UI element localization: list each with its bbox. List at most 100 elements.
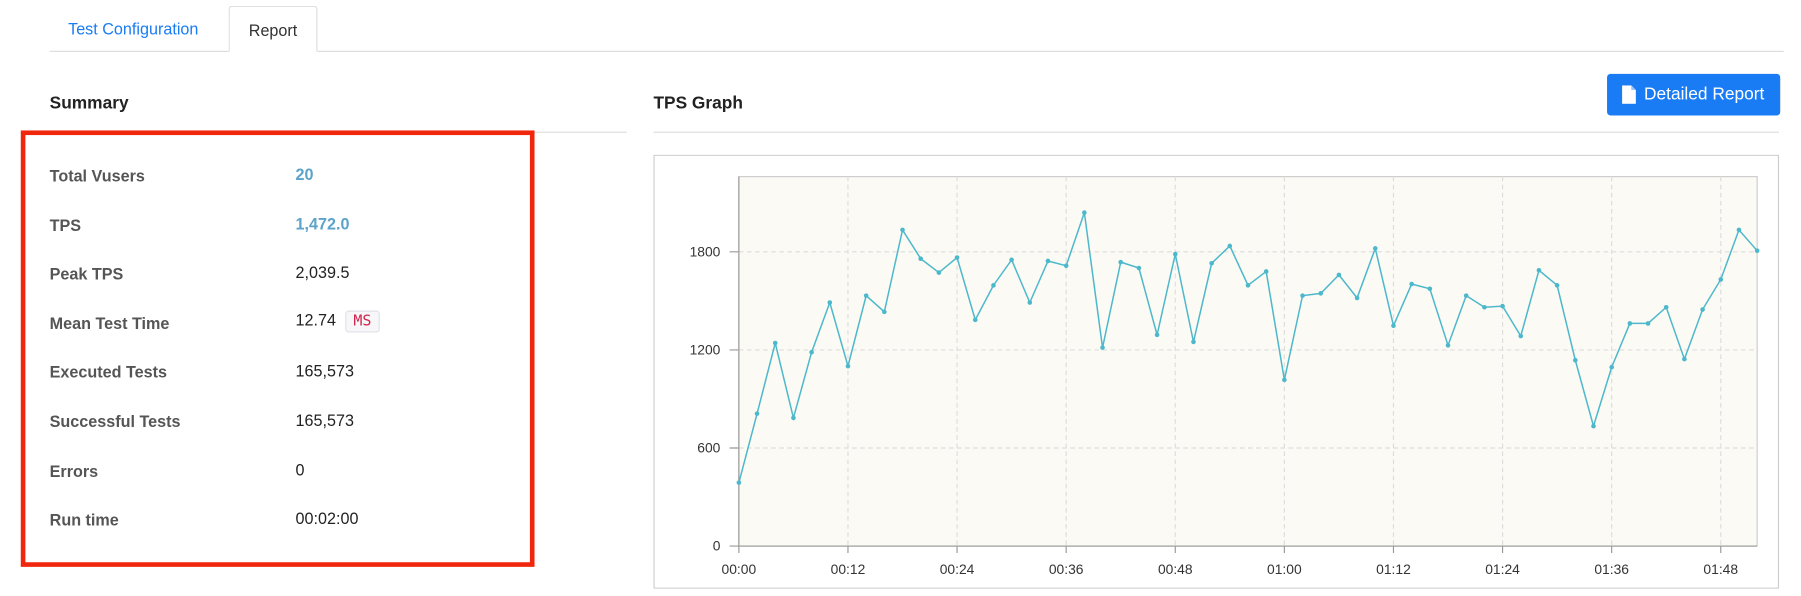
tps-point: [1191, 339, 1196, 345]
tps-point: [754, 411, 760, 416]
tps-point: [882, 309, 887, 315]
tps-point: [827, 300, 833, 305]
row-value-text: 00:02:00: [295, 509, 359, 528]
plot-area: [738, 176, 1758, 547]
tps-point: [918, 256, 924, 262]
tps-point: [809, 349, 814, 355]
unit-badge: MS: [345, 310, 380, 333]
tps-point: [1300, 293, 1305, 298]
x-tick-label: 00:36: [1049, 561, 1084, 577]
tps-point: [1409, 281, 1414, 287]
row-value-text: 165,573: [295, 361, 354, 381]
tps-point: [900, 227, 905, 233]
row-label: TPS: [49, 215, 82, 234]
tps-point: [1609, 364, 1614, 370]
row-label: Total Vusers: [49, 166, 145, 185]
row-value-text: 20: [295, 165, 314, 184]
row-value-text: 2,039.5: [295, 263, 350, 282]
x-tick-label: 01:36: [1594, 561, 1629, 577]
tps-point: [1172, 251, 1178, 257]
row-value: 2,039.5: [296, 263, 350, 281]
x-tick-label: 00:00: [722, 561, 757, 577]
x-tick-label: 01:24: [1485, 561, 1520, 577]
tps-point: [1700, 307, 1705, 312]
tps-point: [1318, 291, 1324, 296]
row-value: 165,573: [296, 411, 354, 429]
tps-point: [1100, 345, 1105, 350]
tps-point: [954, 255, 960, 260]
y-tick-label: 0: [713, 538, 721, 554]
detailed-report-button[interactable]: Detailed Report: [1607, 73, 1781, 116]
tps-point: [1500, 303, 1505, 309]
tps-point: [863, 293, 869, 298]
tab-divider: [49, 50, 1784, 52]
tps-point: [1663, 304, 1669, 310]
x-tick-label: 01:00: [1267, 561, 1302, 577]
x-tick-label: 00:48: [1158, 561, 1193, 577]
tps-point: [1445, 343, 1451, 348]
y-tick-label: 1200: [690, 342, 721, 358]
tps-point: [1227, 243, 1233, 249]
tps-point: [1463, 293, 1469, 298]
tps-point: [1154, 332, 1160, 338]
tps-point: [1536, 267, 1542, 273]
doc-icon: [1622, 85, 1636, 104]
row-value: 1,472.0: [296, 214, 350, 232]
row-value: 00:02:00: [296, 509, 359, 527]
tps-point: [1063, 263, 1069, 269]
tps-point: [1682, 356, 1687, 362]
tps-point: [1045, 258, 1051, 264]
tps-point: [1263, 269, 1269, 274]
tps-chart: 0 600 1200 1800 00:00 00:12 00:24 00:36 00:48 01:…: [653, 154, 1780, 589]
row-value-text: 165,573: [295, 410, 354, 430]
tps-point: [1118, 259, 1124, 265]
tps-point: [1482, 304, 1487, 310]
row-label: Executed Tests: [49, 362, 168, 382]
y-tick-label: 1800: [690, 243, 721, 259]
x-tick-label: 00:12: [831, 561, 866, 577]
tps-point: [1372, 246, 1378, 251]
tps-point: [1027, 300, 1033, 305]
row-value: 0: [296, 460, 305, 478]
x-tick-label: 01:12: [1376, 561, 1411, 577]
row-value-text: 0: [295, 460, 305, 479]
tps-point: [1282, 377, 1287, 383]
tps-point: [1754, 248, 1760, 253]
tab-config[interactable]: Test Configuration: [68, 19, 199, 39]
tps-point: [1354, 295, 1360, 301]
row-value: 165,573: [296, 362, 354, 380]
tps-point: [736, 480, 742, 485]
row-value-text: 12.74: [295, 310, 337, 329]
tps-point: [1391, 323, 1396, 329]
tps-point: [1427, 286, 1433, 292]
tps-point: [791, 415, 796, 421]
tps-point: [1736, 227, 1742, 233]
tps-point: [1009, 257, 1014, 263]
tps-point: [1554, 283, 1560, 288]
tps-point: [1209, 260, 1214, 266]
tps-point: [772, 340, 778, 346]
row-value-text: 1,472.0: [295, 214, 350, 233]
y-tick-label: 600: [697, 440, 720, 456]
row-value: 12.74 MS: [295, 310, 380, 333]
tps-point: [1082, 210, 1087, 215]
tps-point: [1572, 357, 1578, 363]
tab-report[interactable]: Report: [228, 5, 318, 52]
row-label: Successful Tests: [49, 412, 181, 431]
tps-point: [1336, 272, 1342, 278]
tps-point: [1645, 321, 1651, 326]
highlight-box: [20, 130, 535, 567]
tps-point: [1718, 277, 1724, 282]
tps-point: [972, 317, 978, 323]
button-label: Detailed Report: [1643, 84, 1765, 104]
tps-point: [936, 270, 942, 275]
tps-point: [845, 363, 851, 369]
row-label: Errors: [49, 461, 99, 480]
row-value: 20: [296, 165, 314, 183]
tps-point: [1518, 333, 1524, 339]
row-label: Mean Test Time: [49, 313, 170, 333]
x-tick-label: 01:48: [1703, 561, 1738, 577]
tps-point: [991, 283, 996, 288]
x-tick-label: 00:24: [940, 561, 975, 577]
